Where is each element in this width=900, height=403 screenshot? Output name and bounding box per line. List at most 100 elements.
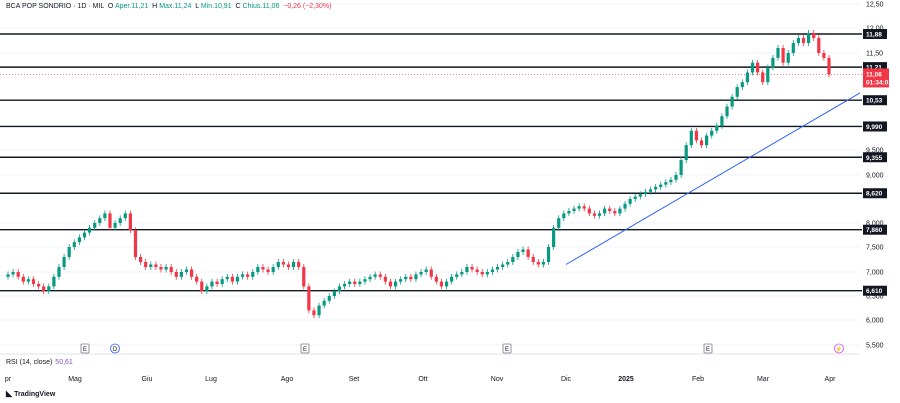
candle-body (643, 191, 648, 195)
candle-body (475, 269, 479, 272)
candle-body (291, 262, 296, 267)
candle-body (694, 130, 699, 141)
time-axis[interactable]: pr Mag Giu Lug Ago Set Ott Nov Dic 2025 Feb Mar Apr (5, 376, 836, 383)
candle-body (57, 267, 61, 277)
price-tick-label: 9,000 (866, 173, 884, 180)
candle-body (399, 279, 403, 282)
candle-body (664, 182, 668, 185)
level-tag-label: 10,53 (866, 98, 883, 105)
rsi-label: RSI (14, close) (6, 359, 53, 366)
candle-body (791, 43, 795, 53)
candle-body (557, 218, 561, 228)
level-tag-label: 7,860 (866, 227, 883, 234)
time-tick-label: Feb (692, 376, 704, 383)
candle-body (164, 267, 168, 270)
candle-body (434, 276, 438, 282)
level-tag (863, 188, 887, 199)
event-marker-label: E (505, 347, 509, 353)
candle-body (597, 213, 602, 216)
dividend-icon[interactable] (110, 343, 120, 354)
price-tick-label: 9,500 (866, 148, 884, 155)
candle-body (541, 262, 546, 265)
high-value: Max.11,24 (159, 3, 192, 10)
candle-body (251, 272, 255, 277)
candle-body (796, 38, 801, 43)
candle-body (240, 274, 245, 277)
candle-body (215, 281, 219, 284)
candle-body (337, 286, 342, 292)
candle-body (715, 126, 719, 131)
candle-body (353, 281, 357, 284)
candle-body (613, 211, 617, 214)
candle-body (11, 272, 15, 275)
level-tag-label: 9,990 (866, 124, 883, 131)
candle-body (42, 286, 46, 292)
time-tick-label: Ott (418, 376, 427, 383)
candle-body (327, 296, 331, 301)
candle-body (460, 272, 464, 275)
candle-body (108, 213, 112, 228)
symbol-title[interactable]: BCA POP SONDRIO · 1D · MIL (6, 3, 105, 10)
candle-body (297, 262, 301, 267)
event-marker-label: E (706, 347, 710, 353)
price-axis[interactable]: 12,5012,0011,509,5009,0008,0007,5007,000… (866, 2, 884, 350)
level-tag-label: 9,355 (866, 155, 883, 162)
candle-body (633, 196, 637, 199)
candle-body (388, 281, 393, 287)
candle-body (82, 232, 87, 238)
candle-body (807, 33, 811, 43)
candle-body (348, 281, 352, 284)
candle-body (516, 252, 520, 257)
candle-body (521, 249, 525, 252)
last-price-label: 11,06 (866, 71, 882, 78)
candle-body (307, 286, 311, 311)
candle-body (725, 106, 729, 117)
candle-body (159, 267, 163, 270)
candle-body (536, 262, 540, 265)
candle-body (771, 57, 775, 68)
level-tag (863, 121, 887, 132)
time-tick-label: Apr (825, 376, 837, 383)
horizontal-levels (0, 33, 862, 292)
candle-body (256, 267, 260, 272)
level-tag (863, 95, 887, 106)
candle-body (450, 276, 454, 282)
candle-body (189, 269, 194, 277)
candle-body (485, 272, 489, 275)
trendline[interactable] (565, 92, 861, 265)
candle-body (312, 310, 316, 316)
candle-body (220, 279, 224, 284)
earnings-icon[interactable] (703, 343, 713, 354)
candle-body (480, 272, 484, 275)
low-value: Min.10,91 (200, 3, 232, 10)
news-flash-icon[interactable] (834, 343, 844, 354)
rsi-legend[interactable]: RSI (14, close) 50,61 (6, 359, 73, 366)
candle-body (567, 211, 571, 214)
candle-body (286, 264, 291, 267)
earnings-icon[interactable] (300, 343, 310, 354)
candle-body (638, 194, 642, 197)
price-tick-label: 12,50 (866, 2, 884, 9)
candle-body (506, 262, 510, 265)
candle-body (363, 279, 367, 282)
event-marker-label: D (113, 347, 118, 353)
candle-body (225, 276, 229, 280)
candle-body (511, 257, 515, 262)
earnings-icon[interactable] (80, 343, 90, 354)
candle-body (36, 284, 41, 287)
candle-body (470, 267, 474, 270)
event-markers[interactable]: E D E E E ⚡ (80, 343, 844, 354)
candle-body (195, 276, 199, 282)
candle-body (817, 38, 821, 53)
open-label: O (107, 3, 114, 10)
candle-body (562, 213, 566, 219)
earnings-icon[interactable] (502, 343, 512, 354)
time-tick-label: Dic (561, 376, 572, 383)
time-tick-label: Set (349, 376, 360, 383)
price-tick-label: 8,000 (866, 221, 884, 228)
candle-body (149, 264, 153, 267)
brand[interactable]: ◣ TradingView (6, 389, 55, 398)
candle-body (31, 279, 36, 284)
candle-body (689, 130, 693, 146)
candle-body (572, 208, 576, 211)
